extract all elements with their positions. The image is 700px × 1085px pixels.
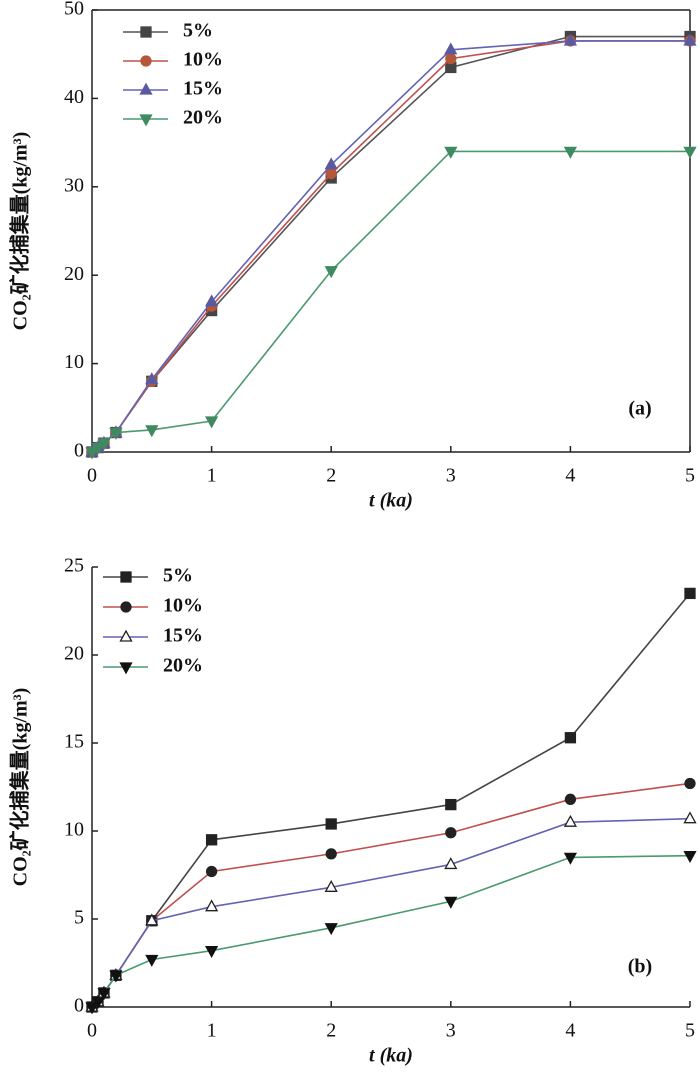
y-tick-label: 10 (64, 819, 84, 841)
marker (205, 865, 218, 878)
marker (444, 42, 458, 55)
x-tick-label: 0 (87, 465, 97, 487)
marker (324, 157, 338, 170)
marker (445, 52, 457, 65)
x-tick-label: 3 (446, 1020, 456, 1042)
x-axis-label: t (ka) (369, 490, 413, 512)
marker (445, 798, 457, 811)
series-line (91, 40, 690, 453)
marker (683, 811, 697, 824)
y-tick-label: 20 (64, 263, 84, 285)
y-tick-label: 40 (64, 86, 84, 108)
x-axis-label: t (ka) (369, 1045, 413, 1067)
marker (109, 427, 123, 440)
marker (205, 416, 219, 429)
legend-marker (139, 82, 153, 95)
marker (563, 814, 577, 827)
x-tick-label: 0 (87, 1020, 97, 1042)
marker (564, 793, 577, 805)
y-tick-label: 5 (74, 907, 84, 929)
y-tick-label: 30 (64, 174, 84, 196)
legend-label: 20% (163, 655, 203, 677)
marker (444, 896, 458, 909)
legend-marker (120, 571, 132, 583)
legend-label: 20% (183, 107, 223, 129)
marker (85, 1002, 99, 1015)
y-tick-label: 50 (64, 0, 84, 20)
legend-label: 5% (183, 20, 213, 42)
marker (563, 33, 577, 46)
y-tick-label: 0 (74, 440, 84, 462)
marker (325, 818, 337, 830)
marker (205, 294, 219, 307)
marker (145, 954, 159, 967)
x-tick-label: 2 (326, 465, 336, 487)
marker (205, 946, 219, 959)
marker (563, 852, 577, 865)
marker (683, 33, 697, 46)
x-tick-label: 3 (446, 465, 456, 487)
marker (145, 913, 159, 926)
series-line (91, 35, 690, 453)
series-line (91, 817, 691, 1008)
y-tick-label: 10 (64, 351, 84, 373)
series-line (91, 854, 691, 1008)
y-tick-label: 0 (74, 995, 84, 1017)
marker (684, 587, 696, 600)
marker (97, 988, 111, 1001)
marker (683, 146, 697, 159)
legend-marker (120, 601, 132, 613)
x-tick-label: 4 (565, 1020, 575, 1042)
legend-label: 15% (163, 625, 203, 647)
marker (683, 850, 697, 863)
marker (91, 442, 105, 455)
marker (324, 879, 338, 892)
marker (145, 372, 159, 385)
marker (85, 447, 99, 460)
x-tick-label: 1 (207, 465, 217, 487)
marker (109, 970, 123, 983)
marker (97, 438, 111, 451)
legend-marker (139, 114, 153, 127)
marker (444, 857, 458, 870)
y-tick-label: 25 (64, 555, 84, 577)
marker (145, 425, 159, 438)
y-axis-label: CO₂矿化捕集量(kg/m³) (8, 688, 32, 887)
legend-label: 15% (183, 78, 223, 100)
marker (445, 827, 457, 839)
marker (325, 167, 337, 180)
legend-label: 10% (183, 49, 223, 71)
y-tick-label: 15 (64, 731, 84, 753)
x-tick-label: 5 (685, 1020, 695, 1042)
legend-label: 10% (163, 595, 203, 617)
x-tick-label: 5 (685, 465, 695, 487)
marker (205, 834, 218, 846)
series-line (91, 40, 690, 453)
legend-marker (140, 55, 152, 67)
legend-marker (119, 662, 133, 675)
marker (324, 266, 338, 279)
legend-marker (140, 26, 152, 38)
y-tick-label: 20 (64, 643, 84, 665)
marker (684, 777, 696, 790)
series-line (91, 150, 690, 453)
legend-marker (119, 629, 133, 642)
legend-label: 5% (163, 565, 193, 587)
marker (205, 899, 219, 912)
marker (563, 146, 577, 159)
marker (324, 923, 338, 936)
panel-label: (a) (628, 398, 651, 420)
marker (325, 848, 337, 860)
marker (91, 997, 105, 1010)
panel-label: (b) (628, 956, 652, 978)
marker (444, 146, 458, 159)
marker (564, 732, 577, 744)
x-tick-label: 2 (326, 1020, 336, 1042)
y-axis-label: CO₂矿化捕集量(kg/m³) (8, 132, 32, 331)
series-line (91, 782, 691, 1008)
x-tick-label: 4 (565, 465, 575, 487)
x-tick-label: 1 (207, 1020, 217, 1042)
